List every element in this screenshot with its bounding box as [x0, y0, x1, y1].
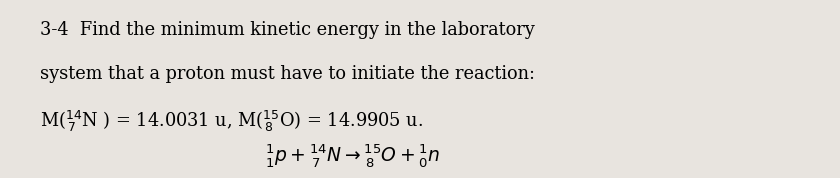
Text: $^{1}_{1}p+^{14}_{\,7}N\rightarrow^{15}_{\,8}O+^{1}_{0}n$: $^{1}_{1}p+^{14}_{\,7}N\rightarrow^{15}_…	[265, 142, 440, 169]
Text: system that a proton must have to initiate the reaction:: system that a proton must have to initia…	[40, 65, 535, 83]
Text: M($^{14}_{\,7}$N ) = 14.0031 u, M($^{15}_{\,8}$O) = 14.9905 u.: M($^{14}_{\,7}$N ) = 14.0031 u, M($^{15}…	[40, 109, 423, 134]
Text: 3-4  Find the minimum kinetic energy in the laboratory: 3-4 Find the minimum kinetic energy in t…	[40, 21, 535, 39]
